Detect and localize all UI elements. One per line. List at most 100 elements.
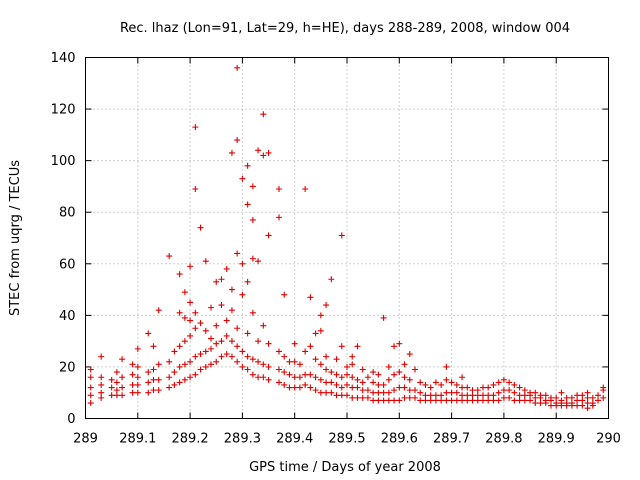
- data-point: [338, 384, 345, 391]
- data-point: [197, 351, 204, 358]
- data-point: [145, 369, 152, 376]
- data-point: [485, 384, 492, 391]
- data-point: [323, 366, 330, 373]
- data-point: [87, 374, 94, 381]
- data-point: [176, 271, 183, 278]
- data-point: [317, 361, 324, 368]
- data-point: [333, 356, 340, 363]
- data-point: [328, 389, 335, 396]
- data-point: [490, 392, 497, 399]
- data-point: [281, 291, 288, 298]
- data-point: [453, 381, 460, 388]
- data-point: [119, 374, 126, 381]
- data-point: [187, 263, 194, 270]
- data-point: [239, 260, 246, 267]
- data-point: [171, 369, 178, 376]
- data-point: [527, 389, 534, 396]
- data-point: [119, 356, 126, 363]
- data-point: [479, 392, 486, 399]
- data-point: [537, 392, 544, 399]
- data-point: [432, 392, 439, 399]
- data-point: [166, 253, 173, 260]
- data-point: [302, 186, 309, 193]
- chart-title: Rec. lhaz (Lon=91, Lat=29, h=HE), days 2…: [120, 21, 570, 36]
- data-point: [181, 338, 188, 345]
- data-point: [370, 369, 377, 376]
- data-point: [307, 343, 314, 350]
- data-point: [411, 366, 418, 373]
- data-point: [113, 392, 120, 399]
- data-point: [134, 374, 141, 381]
- data-point: [187, 317, 194, 324]
- data-point: [500, 394, 507, 401]
- data-point: [323, 389, 330, 396]
- data-point: [328, 369, 335, 376]
- data-point: [223, 317, 230, 324]
- data-point: [391, 397, 398, 404]
- data-point: [113, 379, 120, 386]
- data-point: [98, 381, 105, 388]
- x-tick-label: 289.9: [538, 432, 575, 447]
- data-point: [574, 392, 581, 399]
- data-point: [453, 397, 460, 404]
- data-point: [249, 356, 256, 363]
- y-tick-label: 100: [51, 154, 76, 169]
- y-tick-label: 140: [51, 51, 76, 66]
- data-point: [302, 371, 309, 378]
- data-point: [370, 389, 377, 396]
- data-point: [438, 381, 445, 388]
- data-point: [307, 294, 314, 301]
- data-point: [119, 384, 126, 391]
- data-point: [192, 325, 199, 332]
- data-point: [286, 358, 293, 365]
- data-point: [155, 387, 162, 394]
- data-point: [228, 338, 235, 345]
- data-point: [584, 394, 591, 401]
- data-point: [87, 392, 94, 399]
- data-point: [328, 379, 335, 386]
- data-point: [584, 400, 591, 407]
- data-point: [547, 402, 554, 409]
- data-point: [417, 379, 424, 386]
- data-point: [380, 314, 387, 321]
- x-tick-labels: 289 289.1 289.2 289.3 289.4 289.5 289.6 289.7 28…: [73, 432, 621, 447]
- data-point: [349, 394, 356, 401]
- y-tick-label: 20: [59, 360, 76, 375]
- data-point: [453, 389, 460, 396]
- data-point: [443, 363, 450, 370]
- data-point: [459, 392, 466, 399]
- data-point: [354, 376, 361, 383]
- data-point: [155, 307, 162, 314]
- data-point: [338, 374, 345, 381]
- data-point: [438, 392, 445, 399]
- data-point: [401, 394, 408, 401]
- data-point: [364, 387, 371, 394]
- y-tick-label: 80: [59, 206, 76, 221]
- data-point: [187, 332, 194, 339]
- data-point: [563, 394, 570, 401]
- data-point: [595, 392, 602, 399]
- data-point: [385, 363, 392, 370]
- data-point: [234, 343, 241, 350]
- data-point: [584, 405, 591, 412]
- data-point: [474, 387, 481, 394]
- data-points: [87, 64, 607, 412]
- data-point: [375, 371, 382, 378]
- data-point: [202, 327, 209, 334]
- data-point: [260, 374, 267, 381]
- data-point: [281, 369, 288, 376]
- data-point: [417, 389, 424, 396]
- data-point: [150, 387, 157, 394]
- data-point: [459, 374, 466, 381]
- data-point: [197, 366, 204, 373]
- data-point: [187, 374, 194, 381]
- data-point: [255, 258, 262, 265]
- data-point: [448, 389, 455, 396]
- data-point: [574, 402, 581, 409]
- data-point: [516, 384, 523, 391]
- data-point: [291, 358, 298, 365]
- data-point: [500, 376, 507, 383]
- data-point: [192, 124, 199, 131]
- data-point: [375, 381, 382, 388]
- data-point: [579, 397, 586, 404]
